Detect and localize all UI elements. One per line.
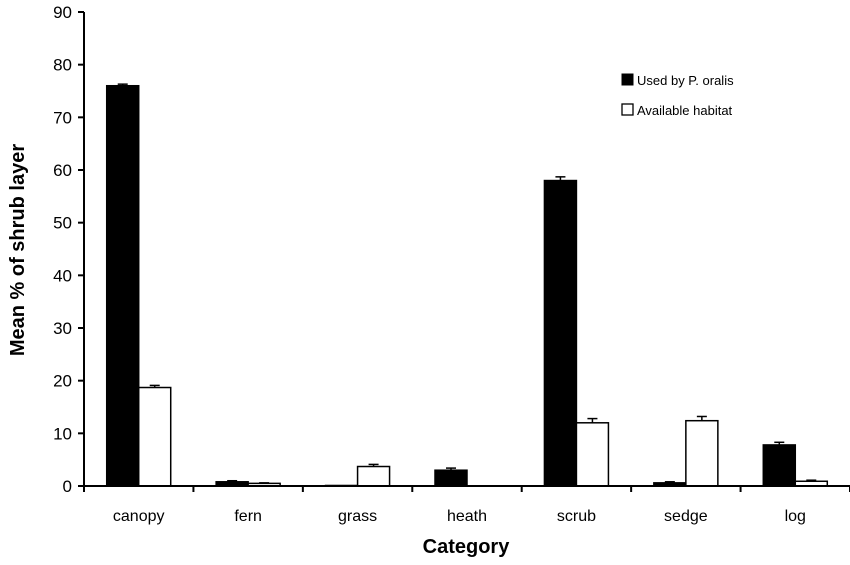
x-axis-label: Category xyxy=(423,536,511,558)
x-tick-label: sedge xyxy=(664,508,708,525)
y-tick-label: 80 xyxy=(53,56,72,75)
bar-used-heath xyxy=(434,469,468,487)
y-tick-label: 20 xyxy=(53,372,72,391)
bar-used-scrub xyxy=(543,179,578,487)
bar-available-sedge xyxy=(685,419,719,487)
bar-available-scrub xyxy=(575,422,610,487)
x-tick-label: fern xyxy=(234,508,262,525)
legend-label-available: Available habitat xyxy=(637,103,733,118)
y-tick-label: 50 xyxy=(53,214,72,233)
y-axis-label: Mean % of shrub layer xyxy=(7,144,29,356)
legend-label-used: Used by P. oralis xyxy=(637,73,734,88)
y-tick-label: 60 xyxy=(53,161,72,180)
y-tick-label: 40 xyxy=(53,266,72,285)
bar-used-log xyxy=(762,444,797,487)
y-tick-label: 70 xyxy=(53,108,72,127)
legend-swatch-available xyxy=(621,103,634,116)
x-tick-label: log xyxy=(785,508,806,525)
x-tick-label: grass xyxy=(338,508,377,525)
y-tick-label: 0 xyxy=(63,477,72,496)
y-tick-label: 30 xyxy=(53,319,72,338)
legend: Used by P. oralis Available habitat xyxy=(621,73,734,118)
y-tick-label: 90 xyxy=(53,3,72,22)
x-tick-label: heath xyxy=(447,508,487,525)
bar-available-canopy xyxy=(137,386,172,487)
x-tick-label: canopy xyxy=(113,508,165,525)
legend-swatch-used xyxy=(621,73,634,86)
bar-used-canopy xyxy=(105,84,140,487)
y-tick-label: 10 xyxy=(53,424,72,443)
bar-available-grass xyxy=(356,465,391,487)
x-tick-label: scrub xyxy=(557,508,596,525)
